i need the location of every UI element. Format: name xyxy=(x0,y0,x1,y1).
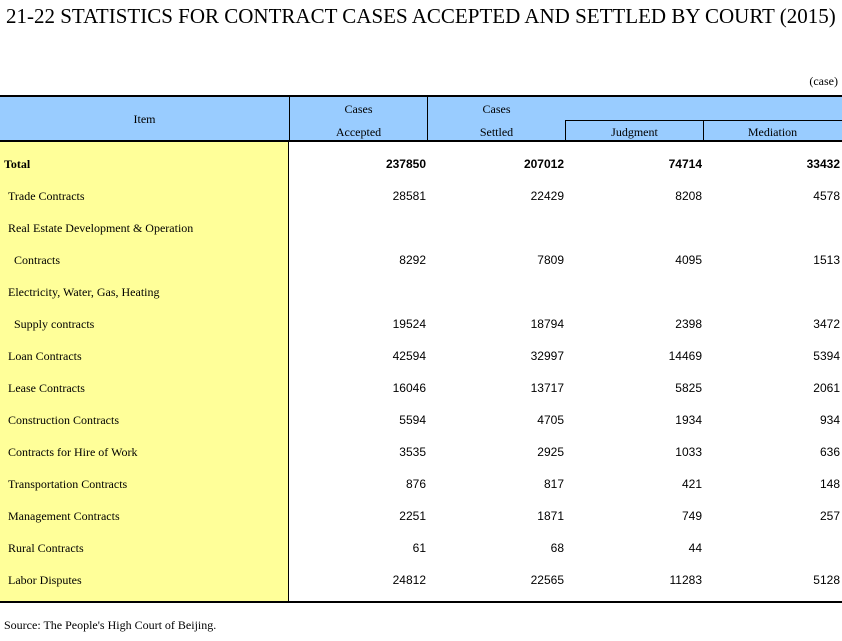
cell-settled: 4705 xyxy=(537,413,564,427)
cell-accepted: 61 xyxy=(412,541,426,555)
cell-accepted: 16046 xyxy=(392,381,426,395)
table-row: Contracts for Hire of Work 3535 2925 103… xyxy=(0,437,842,469)
source-note: Source: The People's High Court of Beiji… xyxy=(4,618,217,632)
cell-accepted: 8292 xyxy=(399,253,426,267)
header-item: Item xyxy=(133,112,156,126)
cell-judgment: 5825 xyxy=(675,381,702,395)
cell-accepted: 237850 xyxy=(385,157,426,171)
item-column-background xyxy=(0,142,289,601)
cell-judgment: 14469 xyxy=(668,349,702,363)
cell-accepted: 5594 xyxy=(399,413,426,427)
cell-settled: 817 xyxy=(543,477,564,491)
cell-judgment: 74714 xyxy=(668,157,702,171)
row-label: Electricity, Water, Gas, Heating xyxy=(8,285,160,299)
statistics-table: Item Cases Accepted Cases Settled Judgme… xyxy=(0,95,842,603)
cell-settled: 22565 xyxy=(530,573,564,587)
cell-mediation: 5394 xyxy=(813,349,840,363)
cell-settled: 13717 xyxy=(530,381,564,395)
cell-settled: 32997 xyxy=(530,349,564,363)
header-cases-accepted-line1: Cases xyxy=(344,102,373,116)
table-row: Loan Contracts 42594 32997 14469 5394 xyxy=(0,341,842,373)
table-row: Lease Contracts 16046 13717 5825 2061 xyxy=(0,373,842,405)
table-row: Management Contracts 2251 1871 749 257 xyxy=(0,501,842,533)
cell-judgment: 2398 xyxy=(675,317,702,331)
cell-mediation: 1513 xyxy=(813,253,840,267)
cell-judgment: 1033 xyxy=(675,445,702,459)
cell-mediation: 5128 xyxy=(813,573,840,587)
cell-judgment: 1934 xyxy=(675,413,702,427)
cell-mediation: 4578 xyxy=(813,189,840,203)
row-label: Construction Contracts xyxy=(8,413,119,427)
cell-settled: 22429 xyxy=(530,189,564,203)
cell-accepted: 3535 xyxy=(399,445,426,459)
cell-settled: 7809 xyxy=(537,253,564,267)
cell-settled: 68 xyxy=(550,541,564,555)
row-label: Contracts xyxy=(14,253,60,267)
row-label: Trade Contracts xyxy=(8,189,85,203)
cell-mediation: 257 xyxy=(819,509,840,523)
cell-settled: 1871 xyxy=(537,509,564,523)
cell-mediation: 3472 xyxy=(813,317,840,331)
table-row: Real Estate Development & Operation xyxy=(0,213,842,245)
table-row: Total 237850 207012 74714 33432 xyxy=(0,149,842,181)
cell-mediation: 636 xyxy=(819,445,840,459)
cell-settled: 207012 xyxy=(523,157,564,171)
cell-accepted: 42594 xyxy=(392,349,426,363)
cell-mediation: 934 xyxy=(819,413,840,427)
table-bottom-rule xyxy=(0,601,842,603)
cell-settled: 18794 xyxy=(530,317,564,331)
cell-accepted: 19524 xyxy=(392,317,426,331)
header-divider xyxy=(565,120,566,142)
cell-accepted: 876 xyxy=(405,477,426,491)
cell-accepted: 2251 xyxy=(399,509,426,523)
cell-settled: 2925 xyxy=(537,445,564,459)
row-label: Transportation Contracts xyxy=(8,477,128,491)
cell-judgment: 44 xyxy=(688,541,702,555)
table-row: Rural Contracts 61 68 44 xyxy=(0,533,842,565)
cell-judgment: 4095 xyxy=(675,253,702,267)
cell-judgment: 8208 xyxy=(675,189,702,203)
row-label: Contracts for Hire of Work xyxy=(8,445,138,459)
table-row: Contracts 8292 7809 4095 1513 xyxy=(0,245,842,277)
cell-accepted: 24812 xyxy=(392,573,426,587)
header-divider xyxy=(703,120,704,142)
row-label: Loan Contracts xyxy=(8,349,82,363)
cell-mediation: 148 xyxy=(819,477,840,491)
cell-mediation: 2061 xyxy=(813,381,840,395)
header-judgment: Judgment xyxy=(611,125,658,139)
row-label: Lease Contracts xyxy=(8,381,85,395)
row-label: Rural Contracts xyxy=(8,541,84,555)
row-label: Total xyxy=(4,157,31,171)
unit-label: (case) xyxy=(809,74,838,88)
table-row: Construction Contracts 5594 4705 1934 93… xyxy=(0,405,842,437)
header-mediation: Mediation xyxy=(747,125,798,139)
header-divider xyxy=(427,97,428,142)
header-accepted: Accepted xyxy=(335,125,382,139)
row-label: Management Contracts xyxy=(8,509,120,523)
cell-judgment: 421 xyxy=(681,477,702,491)
cell-judgment: 749 xyxy=(681,509,702,523)
header-settled: Settled xyxy=(479,125,514,139)
row-label: Supply contracts xyxy=(14,317,95,331)
row-label: Labor Disputes xyxy=(8,573,82,587)
table-row: Electricity, Water, Gas, Heating xyxy=(0,277,842,309)
cell-accepted: 28581 xyxy=(392,189,426,203)
table-row: Trade Contracts 28581 22429 8208 4578 xyxy=(0,181,842,213)
cell-judgment: 11283 xyxy=(669,573,702,587)
header-divider xyxy=(289,97,290,142)
table-header: Item Cases Accepted Cases Settled Judgme… xyxy=(0,95,842,142)
table-row: Transportation Contracts 876 817 421 148 xyxy=(0,469,842,501)
page-title: 21-22 STATISTICS FOR CONTRACT CASES ACCE… xyxy=(6,4,836,28)
table-row: Labor Disputes 24812 22565 11283 5128 xyxy=(0,565,842,597)
row-label: Real Estate Development & Operation xyxy=(8,221,194,235)
cell-mediation: 33432 xyxy=(806,157,840,171)
header-cases-settled-line1: Cases xyxy=(482,102,511,116)
table-row: Supply contracts 19524 18794 2398 3472 xyxy=(0,309,842,341)
